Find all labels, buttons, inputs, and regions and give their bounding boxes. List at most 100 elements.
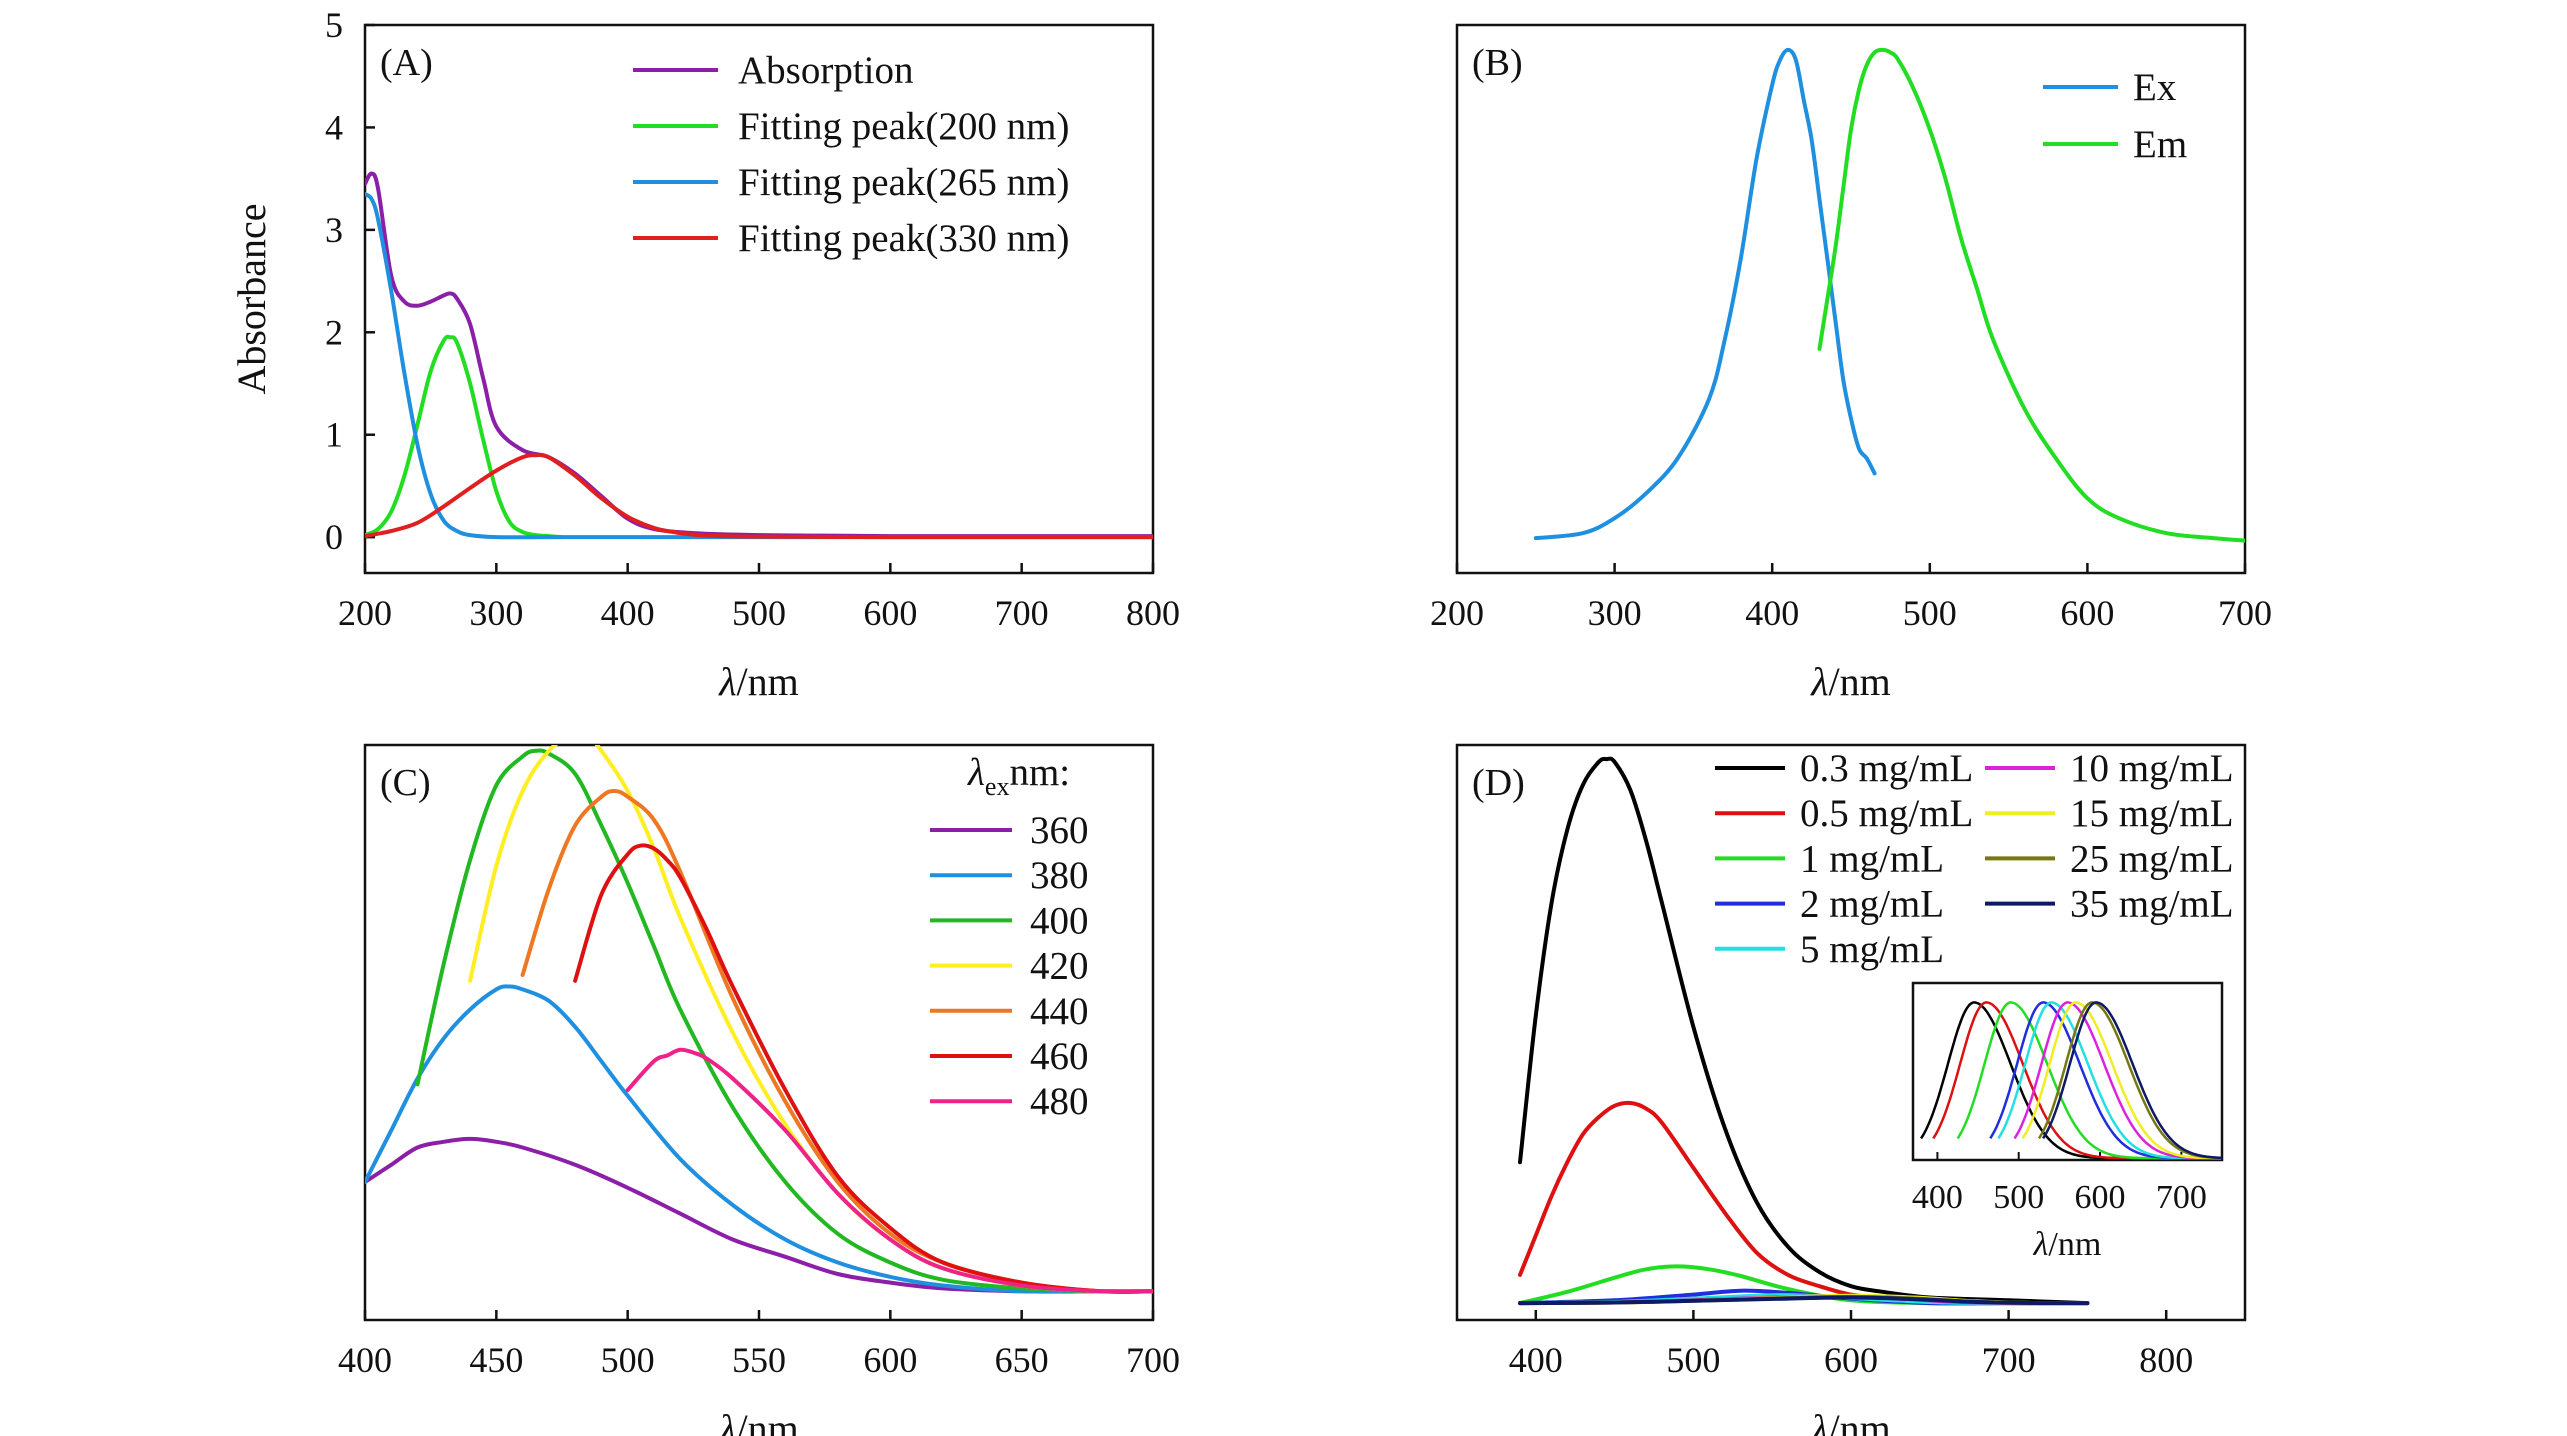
series-line [1817, 47, 2245, 543]
y-tick-label: 3 [325, 210, 343, 250]
legend: Ex Em [2043, 66, 2187, 166]
x-axis-symbol: λ [718, 1406, 736, 1436]
x-tick-label: 300 [469, 593, 523, 633]
x-tick-label: 200 [1430, 593, 1484, 633]
inset-x-axis-label: λ/nm [2033, 1226, 2102, 1263]
series-line [625, 1047, 1153, 1294]
inset-x-tick-label: 400 [1912, 1179, 1963, 1216]
legend-label: 420 [1030, 945, 1089, 988]
legend-title-text: nm: [1009, 751, 1070, 794]
y-axis-label: Absorbance [229, 203, 274, 394]
panel-label: (D) [1472, 762, 1525, 804]
x-tick-label: 500 [732, 593, 786, 633]
legend-title-sub: ex [985, 772, 1010, 801]
x-axis-symbol: λ [718, 659, 736, 704]
x-axis-unit: /nm [737, 1406, 799, 1436]
legend-label: 380 [1030, 854, 1089, 897]
x-axis-symbol: λ [1810, 1406, 1828, 1436]
x-tick-label: 800 [1126, 593, 1180, 633]
inset-x-axis-symbol: λ [2033, 1226, 2049, 1263]
series-line [1533, 47, 1877, 541]
x-axis-label: λ/nm [1810, 659, 1891, 704]
legend-label: 0.5 mg/mL [1800, 792, 1973, 835]
x-tick-label: 400 [1509, 1340, 1563, 1380]
y-tick-label: 2 [325, 312, 343, 352]
x-tick-label: 450 [469, 1340, 523, 1380]
x-tick-label: 700 [995, 593, 1049, 633]
series-line [1518, 756, 2090, 1306]
plot-frame [1455, 23, 2247, 575]
legend-title-symbol: λ [967, 751, 985, 794]
series-line [365, 1136, 1153, 1294]
x-axis-label: λ/nm [718, 659, 799, 704]
inset-x-axis-unit: /nm [2048, 1226, 2101, 1263]
inset-series-group [1920, 1001, 2222, 1160]
x-tick-label: 500 [601, 1340, 655, 1380]
series-group [365, 745, 1153, 1294]
x-tick-label: 400 [601, 593, 655, 633]
inset-series-line [2021, 1001, 2222, 1160]
legend-label: 440 [1030, 990, 1089, 1033]
inset-x-tick-label: 500 [1993, 1179, 2044, 1216]
legend-label: 25 mg/mL [2070, 837, 2234, 880]
x-axis-symbol: λ [1810, 659, 1828, 704]
series-line [1518, 1295, 2090, 1306]
series-line [365, 452, 1153, 540]
x-axis-unit: /nm [1829, 1406, 1891, 1436]
x-tick-label: 200 [338, 593, 392, 633]
legend-label: Fitting peak(265 nm) [738, 161, 1069, 204]
series-group [1533, 47, 2245, 543]
x-axis-label: λ/nm [718, 1406, 799, 1436]
x-tick-label: 700 [2218, 593, 2272, 633]
legend-label: 0.3 mg/mL [1800, 747, 1973, 790]
legend-label: Em [2133, 123, 2187, 166]
legend-label: 1 mg/mL [1800, 837, 1944, 880]
panel-b: 200 300 400 500 600 700 λ/nm (B) Ex Em [1430, 23, 2272, 704]
legend-label: 460 [1030, 1035, 1089, 1078]
x-tick-label: 700 [1126, 1340, 1180, 1380]
legend-title: λexnm: [967, 751, 1070, 801]
x-tick-label: 600 [863, 1340, 917, 1380]
legend-label: 480 [1030, 1080, 1089, 1123]
legend-label: Fitting peak(330 nm) [738, 217, 1069, 260]
panel-label: (C) [380, 762, 431, 804]
x-axis-unit: /nm [1829, 659, 1891, 704]
x-tick-label: 600 [2060, 593, 2114, 633]
panel-label: (A) [380, 42, 433, 84]
legend: Absorption Fitting peak(200 nm) Fitting pe… [633, 49, 1069, 260]
y-tick-label: 0 [325, 517, 343, 557]
x-tick-label: 600 [1824, 1340, 1878, 1380]
x-tick-label: 400 [1745, 593, 1799, 633]
inset-x-tick-label: 700 [2156, 1179, 2207, 1216]
legend-label: 10 mg/mL [2070, 747, 2234, 790]
legend-label: 360 [1030, 809, 1089, 852]
y-tick-label: 1 [325, 415, 343, 455]
y-tick-label: 5 [325, 5, 343, 45]
y-tick-label: 4 [325, 107, 343, 147]
legend-label: Ex [2133, 66, 2177, 109]
legend-label: 400 [1030, 899, 1089, 942]
legend-label: 35 mg/mL [2070, 883, 2234, 926]
series-group [365, 171, 1153, 540]
x-tick-label: 300 [1588, 593, 1642, 633]
legend-label: Fitting peak(200 nm) [738, 105, 1069, 148]
inset-x-tick-label: 600 [2075, 1179, 2126, 1216]
x-tick-label: 700 [1982, 1340, 2036, 1380]
x-tick-label: 600 [863, 593, 917, 633]
legend-label: Absorption [738, 49, 914, 92]
panel-label: (B) [1472, 42, 1523, 84]
panel-a: 200 300 400 500 600 700 800 0 1 2 3 4 5 λ/nm Absorbanc… [229, 5, 1180, 704]
legend-label: 15 mg/mL [2070, 792, 2234, 835]
x-axis-unit: /nm [737, 659, 799, 704]
legend-label: 2 mg/mL [1800, 883, 1944, 926]
x-tick-label: 550 [732, 1340, 786, 1380]
x-axis-label: λ/nm [1810, 1406, 1891, 1436]
x-tick-label: 650 [995, 1340, 1049, 1380]
panel-d: 400 500 600 700 800 λ/nm (D) 0.3 mg/mL0.5 mg/mL… [1455, 743, 2247, 1436]
series-line [415, 748, 1153, 1294]
inset-series-line [2042, 1001, 2222, 1160]
inset-chart: 400 500 600 700 λ/nm [1911, 981, 2224, 1263]
